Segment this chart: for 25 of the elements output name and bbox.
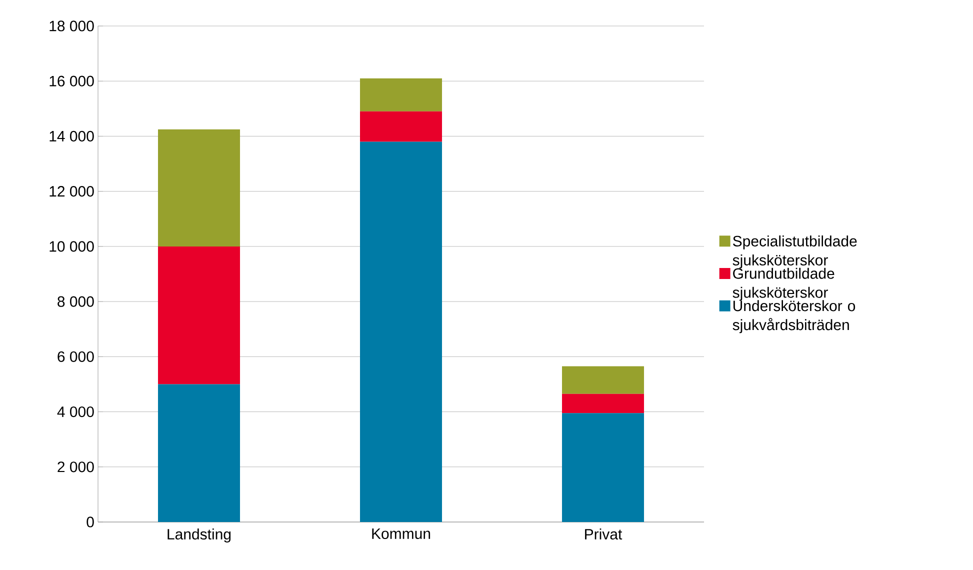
y-tick-label: 18 000	[50, 20, 94, 32]
y-tick-label: 4 000	[57, 406, 94, 418]
y-tick-label: 0	[86, 516, 94, 528]
bar	[562, 413, 644, 522]
bar	[158, 384, 240, 522]
y-tick-label: 16 000	[50, 76, 94, 86]
bar	[360, 142, 442, 522]
legend-label: Undersköterskor o sjukvårdsbiträden	[732, 300, 856, 334]
legend-label: Specialistutbildade sjuksköterskor	[732, 235, 857, 268]
x-tick-label: Privat	[585, 528, 622, 540]
y-tick-label: 8 000	[58, 296, 94, 307]
x-tick-label: Kommun	[372, 528, 430, 539]
y-tick-label: 10 000	[50, 241, 94, 252]
y-tick-label: 14 000	[50, 130, 94, 142]
bar	[158, 129, 240, 246]
y-tick-label: 12 000	[50, 186, 94, 197]
bar	[360, 78, 442, 112]
y-tick-label: 6 000	[58, 351, 94, 362]
y-tick-label: 2 000	[58, 462, 94, 472]
bar	[562, 366, 644, 394]
bar	[562, 394, 644, 414]
x-tick-label: Landsting	[168, 528, 231, 543]
legend-label: Grundutbildade sjuksköterskor	[732, 268, 834, 301]
bar	[360, 111, 442, 142]
bar	[158, 246, 240, 384]
